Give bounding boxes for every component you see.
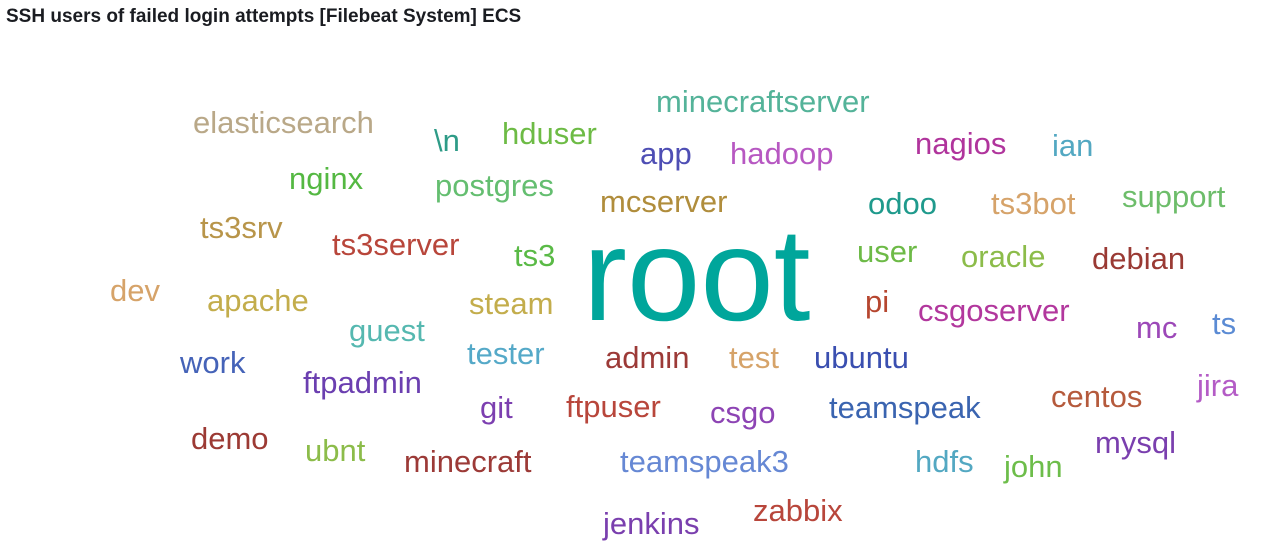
word-git[interactable]: git bbox=[480, 390, 513, 425]
word-mc[interactable]: mc bbox=[1136, 310, 1177, 345]
word-centos[interactable]: centos bbox=[1051, 379, 1142, 414]
word-nagios[interactable]: nagios bbox=[915, 126, 1006, 161]
word-tester[interactable]: tester bbox=[467, 336, 545, 371]
word-dev[interactable]: dev bbox=[110, 273, 160, 308]
word-minecraftserver[interactable]: minecraftserver bbox=[656, 84, 870, 119]
word-pi[interactable]: pi bbox=[865, 284, 889, 319]
word-csgo[interactable]: csgo bbox=[710, 395, 775, 430]
word-ts3bot[interactable]: ts3bot bbox=[991, 186, 1076, 221]
word-oracle[interactable]: oracle bbox=[961, 239, 1045, 274]
word-elasticsearch[interactable]: elasticsearch bbox=[193, 105, 374, 140]
word-teamspeak[interactable]: teamspeak bbox=[829, 390, 981, 425]
word-csgoserver[interactable]: csgoserver bbox=[918, 293, 1070, 328]
word-steam[interactable]: steam bbox=[469, 286, 553, 321]
word-minecraft[interactable]: minecraft bbox=[404, 444, 532, 479]
word-ts[interactable]: ts bbox=[1212, 306, 1236, 341]
word-user[interactable]: user bbox=[857, 234, 917, 269]
word-work[interactable]: work bbox=[179, 345, 246, 380]
word-debian[interactable]: debian bbox=[1092, 241, 1185, 276]
word-root[interactable]: root bbox=[583, 201, 810, 348]
word-mcserver[interactable]: mcserver bbox=[600, 184, 727, 219]
word-test[interactable]: test bbox=[729, 340, 779, 375]
word-app[interactable]: app bbox=[640, 136, 692, 171]
word-ftpuser[interactable]: ftpuser bbox=[566, 389, 661, 424]
word-hduser[interactable]: hduser bbox=[502, 116, 597, 151]
word-teamspeak3[interactable]: teamspeak3 bbox=[620, 444, 789, 479]
word-ts3[interactable]: ts3 bbox=[514, 238, 555, 273]
word-ubuntu[interactable]: ubuntu bbox=[814, 340, 909, 375]
word-postgres[interactable]: postgres bbox=[435, 168, 554, 203]
panel-title: SSH users of failed login attempts [File… bbox=[6, 6, 522, 27]
word-support[interactable]: support bbox=[1122, 179, 1226, 214]
word-ubnt[interactable]: ubnt bbox=[305, 433, 366, 468]
word-ftpadmin[interactable]: ftpadmin bbox=[303, 365, 422, 400]
word-hadoop[interactable]: hadoop bbox=[730, 136, 833, 171]
word-guest[interactable]: guest bbox=[349, 313, 425, 348]
word-admin[interactable]: admin bbox=[605, 340, 689, 375]
word-odoo[interactable]: odoo bbox=[868, 186, 937, 221]
word-demo[interactable]: demo bbox=[191, 421, 269, 456]
word-jenkins[interactable]: jenkins bbox=[602, 506, 700, 541]
word-n[interactable]: \n bbox=[434, 123, 460, 158]
word-mysql[interactable]: mysql bbox=[1095, 425, 1176, 460]
word-nginx[interactable]: nginx bbox=[289, 161, 364, 196]
word-ts3srv[interactable]: ts3srv bbox=[200, 210, 283, 245]
word-apache[interactable]: apache bbox=[207, 283, 309, 318]
word-ts3server[interactable]: ts3server bbox=[332, 227, 459, 262]
word-jira[interactable]: jira bbox=[1196, 368, 1239, 403]
word-hdfs[interactable]: hdfs bbox=[915, 444, 974, 479]
word-ian[interactable]: ian bbox=[1052, 128, 1093, 163]
word-john[interactable]: john bbox=[1003, 449, 1063, 484]
word-zabbix[interactable]: zabbix bbox=[753, 493, 843, 528]
